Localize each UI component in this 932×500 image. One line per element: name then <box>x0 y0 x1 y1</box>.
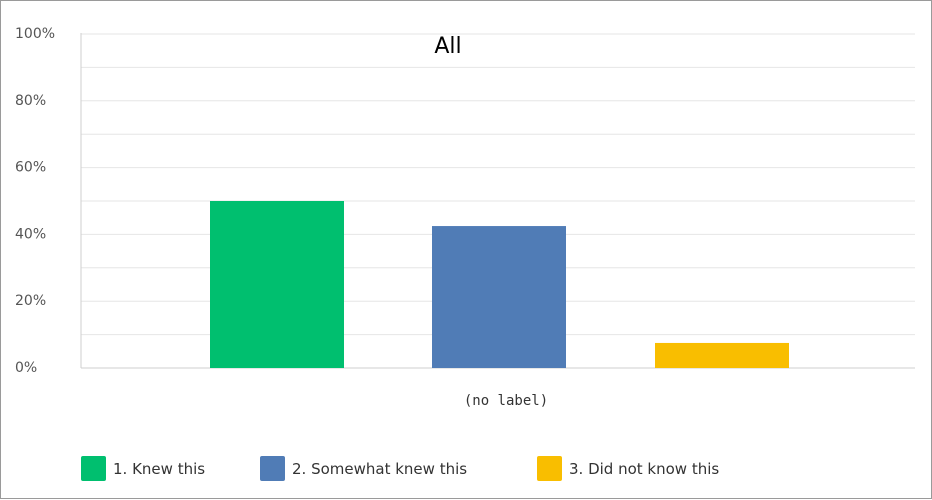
bar-2 <box>432 226 566 368</box>
legend-label: 1. Knew this <box>113 460 205 478</box>
y-tick-label: 40% <box>15 226 46 242</box>
chart-title: All <box>434 34 461 59</box>
bar-1 <box>210 201 344 368</box>
legend-label: 3. Did not know this <box>569 460 719 478</box>
legend-swatch <box>260 456 285 481</box>
bars <box>210 201 789 368</box>
legend-item: 3. Did not know this <box>537 456 719 481</box>
y-tick-label: 60% <box>15 160 46 176</box>
legend-item: 1. Knew this <box>81 456 205 481</box>
legend-label: 2. Somewhat knew this <box>292 460 467 478</box>
y-axis-ticks: 0% 20% 40% 60% 80% 100% <box>15 26 55 376</box>
y-tick-label: 20% <box>15 293 46 309</box>
legend-swatch <box>537 456 562 481</box>
y-tick-label: 80% <box>15 93 46 109</box>
legend-item: 2. Somewhat knew this <box>260 456 467 481</box>
legend-swatch <box>81 456 106 481</box>
bar-3 <box>655 342 789 368</box>
y-tick-label: 100% <box>15 26 55 42</box>
legend: 1. Knew this 2. Somewhat knew this 3. Did … <box>81 456 719 481</box>
category-label: (no label) <box>464 393 548 409</box>
y-tick-label: 0% <box>15 360 37 376</box>
